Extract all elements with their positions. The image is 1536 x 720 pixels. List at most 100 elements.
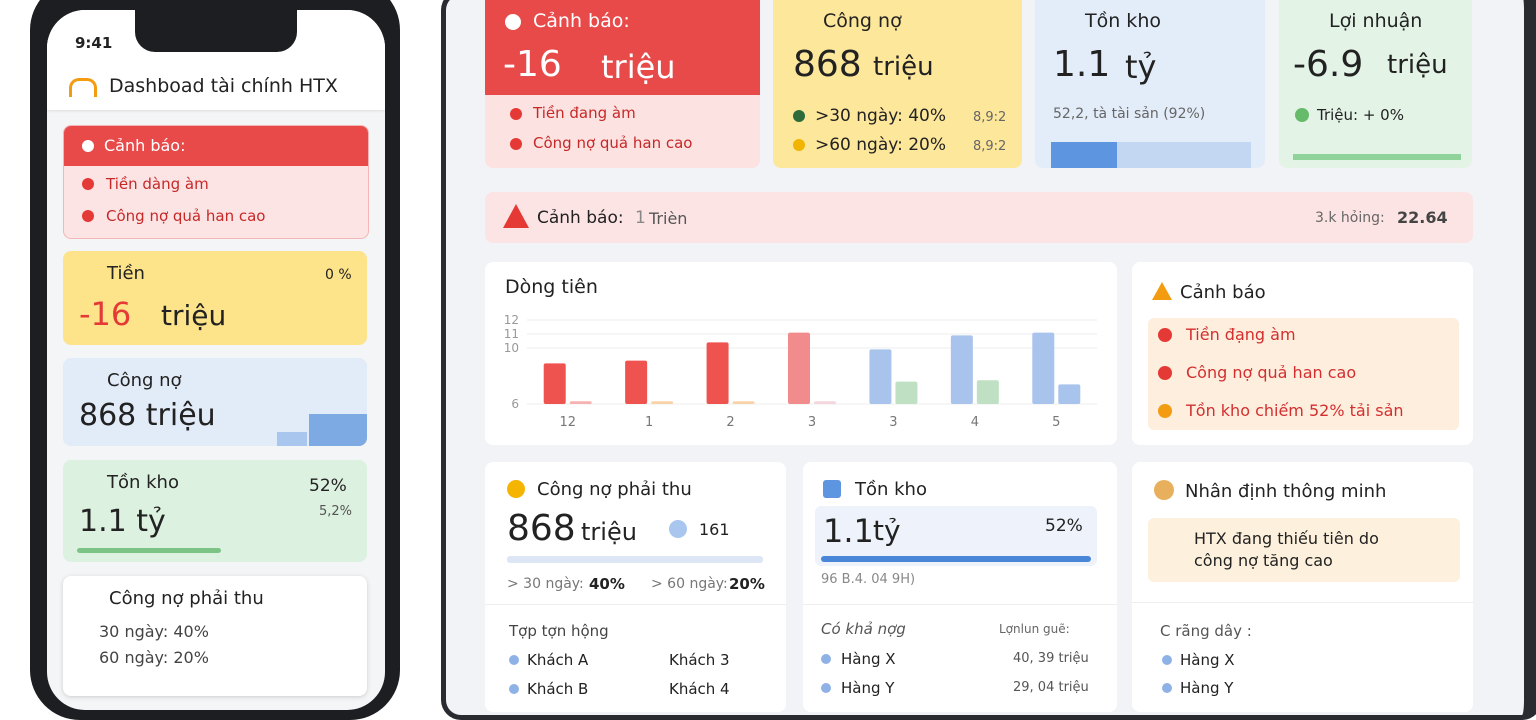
note: Triệu: + 0% [1317, 106, 1404, 124]
progress [1293, 154, 1461, 160]
value: 1.1 [1053, 44, 1111, 85]
x-tick-label: 12 [559, 415, 576, 430]
section: C rãng dây : [1160, 622, 1252, 640]
icon [509, 655, 519, 665]
label: Lợi nhuận [1329, 10, 1423, 32]
item: Tiền đạng àm [1186, 325, 1296, 344]
item: Hàng X [1180, 651, 1235, 669]
icon [82, 178, 94, 190]
icon [509, 684, 519, 694]
icon [510, 108, 522, 120]
bar [732, 401, 755, 404]
y-tick-label: 11 [504, 327, 519, 341]
bar [507, 556, 763, 563]
icon [821, 654, 831, 664]
icon [82, 210, 94, 222]
row-side: 8,9:2 [973, 110, 1007, 125]
text: Trièn [649, 209, 688, 228]
label: Cảnh báo: [537, 208, 624, 228]
count: 1 [635, 208, 646, 228]
insight-card: Nhân định thông minh HTX đang thiếu tiên… [1132, 462, 1473, 712]
pct: 52% [1045, 516, 1083, 536]
y-tick-label: 12 [504, 313, 519, 327]
bar [543, 363, 566, 404]
bar [625, 360, 648, 404]
kpi-head [485, 0, 760, 95]
x-tick-label: 3 [889, 415, 897, 430]
bar [788, 332, 810, 404]
title: Tồn kho [855, 479, 927, 500]
change: 0 % [325, 267, 352, 283]
unit: triệu [601, 48, 676, 86]
row: 60 ngày: 20% [99, 648, 209, 667]
icon [669, 520, 687, 538]
x-tick-label: 1 [645, 415, 653, 430]
side: Lợnlun guẽ: [999, 622, 1070, 636]
bar [569, 401, 592, 404]
sub: 5,2% [319, 504, 353, 519]
bar [651, 401, 674, 404]
unit: tỷ [873, 514, 901, 547]
bar [1032, 332, 1055, 404]
label: Công nợ [107, 370, 182, 391]
footnote: 96 B.4. 04 9H) [821, 572, 916, 587]
unit: triệu [581, 518, 637, 546]
inventory-card: Tồn kho 1.1 tỷ 52% 96 B.4. 04 9H) Có khả… [803, 462, 1117, 712]
receivable-card: Công nợ phải thu 868 triệu 161 > 30 ngày… [485, 462, 786, 712]
divider [485, 604, 786, 605]
icon [1154, 480, 1174, 500]
customer: Khách 3 [669, 651, 730, 669]
icon [1295, 108, 1309, 122]
alert-card: Cảnh báo: Tiền dàng àm Công nợ quả han c… [63, 125, 369, 239]
y-tick-label: 10 [504, 341, 519, 355]
value: 1.1 tỷ [79, 504, 166, 539]
bar [821, 556, 1091, 562]
row-side: 8,9:2 [973, 139, 1007, 154]
divider [803, 604, 1117, 605]
bar [1051, 142, 1117, 168]
item-value: 29, 04 triệu [1013, 680, 1089, 695]
alert-title: Cảnh báo: [104, 136, 186, 155]
bar [706, 342, 729, 404]
kpi-debt: Công nợ 868 triệu >30 ngày: 40% 8,9:2 >6… [773, 0, 1022, 168]
icon [1158, 366, 1172, 380]
item-bg [1148, 318, 1459, 430]
app-title: Dashboad tài chính HTX [109, 75, 338, 97]
kpi-alert: Cảnh báo: -16 triệu Tiền đang àm Công nợ… [485, 0, 760, 168]
row: 30 ngày: 40% [99, 622, 209, 641]
alert-item: Tiền dàng àm [106, 175, 209, 193]
page: 9:41 Dashboad tài chính HTX Cảnh báo: Ti… [30, 0, 1536, 720]
label: Cảnh báo: [533, 10, 630, 32]
banner[interactable]: Cảnh báo: 1 Trièn 3.k hỏing: 22.64 [485, 192, 1473, 243]
note: 52,2, tà tài sản (92%) [1053, 106, 1206, 122]
notch [135, 10, 297, 52]
bar [895, 381, 918, 404]
item-value: 40, 39 triệu [1013, 651, 1089, 666]
item: Tiền đang àm [533, 104, 636, 122]
title: Nhân định thông minh [1185, 481, 1387, 502]
warn-icon [1152, 282, 1172, 300]
stock-card: Tồn kho 52% 5,2% 1.1 tỷ [63, 460, 367, 562]
x-tick-label: 3 [808, 415, 816, 430]
bucket-label: > 30 ngày: [507, 576, 584, 592]
icon [793, 110, 805, 122]
icon [821, 683, 831, 693]
item: Hàng Y [1180, 679, 1234, 697]
alert-head [64, 126, 368, 166]
customer: Khách B [527, 680, 589, 698]
row: >30 ngày: 40% [815, 106, 947, 126]
cash-card: Tiền 0 % -16 triệu [63, 251, 367, 345]
item: Công nợ quả han cao [533, 134, 693, 152]
progress [77, 548, 221, 553]
value: 868 triệu [79, 398, 216, 433]
bar [1058, 384, 1081, 404]
bucket-value: 20% [729, 575, 765, 593]
item: Công nợ quả han cao [1186, 363, 1357, 382]
right-value: 22.64 [1397, 208, 1448, 227]
kpi-profit: Lợi nhuận -6.9 triệu Triệu: + 0% [1279, 0, 1472, 168]
value: -16 [503, 44, 562, 85]
bucket-label: > 60 ngày: [651, 576, 728, 592]
alert-item: Công nợ quả han cao [106, 207, 266, 225]
x-tick-label: 4 [971, 415, 979, 430]
